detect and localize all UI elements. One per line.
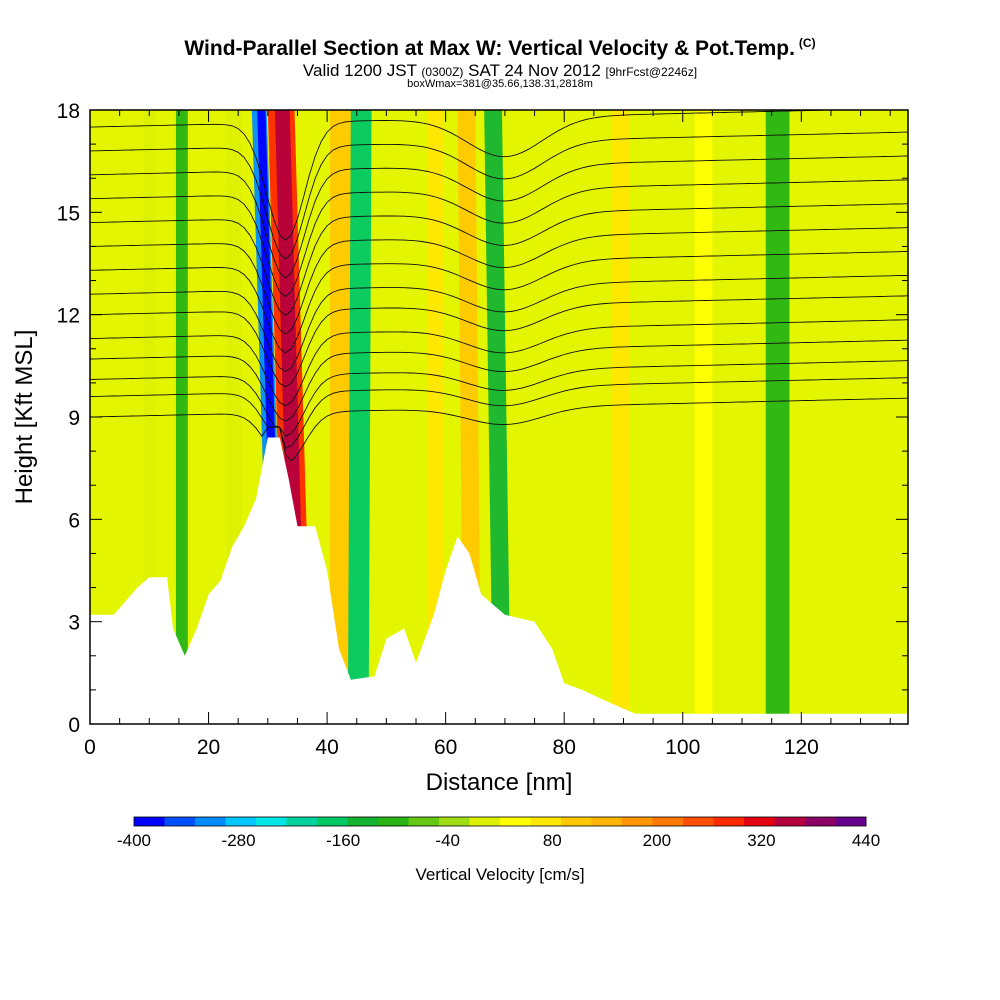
colorbar-swatch [347,817,379,826]
colorbar-frame [133,816,867,827]
x-tick-label: 80 [553,736,576,759]
colorbar-swatch [378,817,409,826]
chart-title-text: Wind-Parallel Section at Max W: Vertical… [184,37,795,60]
isentrope-line [90,295,908,388]
colorbar-tick-label: 200 [643,831,671,850]
x-tick-label: 0 [84,736,96,759]
colorbar-swatch [744,817,775,826]
colorbar-label: Vertical Velocity [cm/s] [415,865,584,884]
colorbar-tick-label: 80 [543,831,562,850]
y-tick-label: 0 [68,714,80,737]
isentrope-line [90,155,908,279]
colorbar-swatch [317,817,348,826]
colorbar-tick-label: 440 [852,831,880,850]
velocity-band [175,110,188,724]
isentrope-line [90,274,908,373]
colorbar-swatch [164,817,196,826]
colorbar-tick-label: -160 [326,831,360,850]
isentrope-line [90,179,908,298]
colorbar-swatch [561,817,592,826]
isentrope-line [90,319,908,407]
colorbar-swatch [805,817,836,826]
isentrope-line [90,251,908,354]
velocity-band [347,110,372,724]
x-tick-label: 60 [434,736,457,759]
colorbar-tick-label: -40 [435,831,460,850]
colorbar-swatch [256,817,287,826]
potential-temperature-contours [90,110,908,462]
isentrope-line [90,227,908,335]
valid-date: SAT 24 Nov 2012 [468,61,601,80]
colorbar-swatch [134,817,165,826]
utc-time: (0300Z) [421,65,464,79]
velocity-band [143,110,156,724]
y-tick-label: 12 [57,305,80,328]
colorbar-swatch [683,817,714,826]
chart-title: Wind-Parallel Section at Max W: Vertical… [0,36,1000,61]
y-axis: 0 3 6 9 12 15 18 [57,100,908,737]
copyright-mark: (C) [798,36,816,50]
velocity-band [694,110,713,724]
colorbar-tick-label: 320 [747,831,775,850]
forecast-info: [9hrFcst@2246z] [605,65,698,79]
colorbar-swatch [774,817,806,826]
x-axis-label: Distance [nm] [426,769,573,796]
velocity-band [611,110,630,724]
isentrope-line [90,377,908,449]
isentrope-line [90,360,908,437]
colorbar-tick-label: -280 [222,831,256,850]
colorbar-swatch [500,817,531,826]
colorbar-swatch [225,817,257,826]
isentrope-line [90,397,908,462]
colorbar-swatch [286,817,318,826]
colorbar-swatch [530,817,562,826]
y-tick-label: 9 [68,407,80,430]
isentrope-line [90,131,908,260]
velocity-band [330,110,351,724]
colorbar-swatch [408,817,440,826]
plot-area [90,110,908,724]
y-axis-label: Height [Kft MSL] [11,330,38,505]
x-tick-label: 100 [665,736,700,759]
colorbar-tick-label: -400 [117,831,151,850]
colorbar-swatch [469,817,501,826]
velocity-band [484,110,511,724]
x-axis: 0 20 40 60 80 100 120 [84,110,891,759]
x-tick-label: 20 [197,736,220,759]
y-tick-label: 3 [68,612,80,635]
colorbar-swatch [835,817,867,826]
velocity-band [427,110,443,724]
velocity-band [765,110,790,724]
colorbar-swatch [652,817,684,826]
x-tick-label: 40 [315,736,338,759]
y-tick-label: 15 [57,202,80,225]
terrain-mask [90,437,908,724]
valid-time: Valid 1200 JST [302,61,417,80]
x-tick-label: 120 [784,736,819,759]
colorbar: -400 -280 -160 -40 80 200 320 440 [117,816,880,850]
colorbar-swatch [591,817,623,826]
box-wmax-info: boxWmax=381@35.66,138.31,2818m [407,78,593,90]
chart-subtitle: Valid 1200 JST (0300Z) SAT 24 Nov 2012 [… [0,61,1000,81]
colorbar-swatch [622,817,653,826]
y-tick-label: 18 [57,100,80,123]
colorbar-swatch [439,817,470,826]
colorbar-swatch [713,817,745,826]
isentrope-line [90,203,908,316]
y-tick-label: 6 [68,509,80,532]
isentrope-line [90,339,908,422]
colorbar-swatch [195,817,226,826]
